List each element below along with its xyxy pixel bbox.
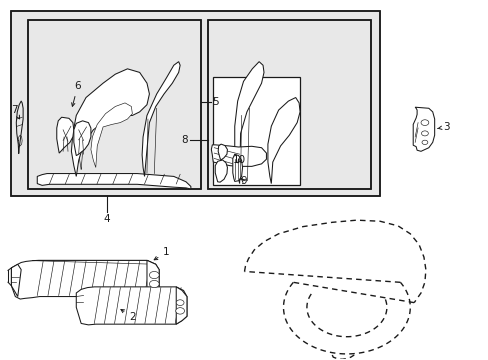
Polygon shape	[147, 260, 159, 297]
Polygon shape	[232, 154, 242, 181]
Polygon shape	[11, 260, 159, 299]
Polygon shape	[11, 264, 21, 297]
Polygon shape	[234, 62, 264, 184]
Polygon shape	[218, 144, 227, 160]
Bar	[207, 21, 370, 189]
Text: 6: 6	[71, 81, 81, 106]
Polygon shape	[91, 103, 132, 167]
Polygon shape	[76, 287, 186, 325]
Bar	[207, 21, 370, 189]
Text: 4: 4	[103, 214, 110, 224]
Circle shape	[176, 300, 183, 306]
Polygon shape	[71, 69, 149, 176]
Polygon shape	[74, 121, 91, 156]
Circle shape	[175, 308, 184, 314]
Bar	[27, 21, 200, 189]
Polygon shape	[176, 287, 186, 324]
Text: 1: 1	[154, 247, 169, 260]
Polygon shape	[412, 107, 434, 151]
Circle shape	[149, 280, 159, 288]
Polygon shape	[211, 145, 266, 166]
Text: 7: 7	[11, 105, 20, 119]
Text: 5: 5	[212, 97, 219, 107]
Polygon shape	[142, 62, 180, 176]
Text: 3: 3	[437, 122, 449, 132]
Polygon shape	[215, 160, 227, 182]
Circle shape	[149, 271, 159, 279]
Polygon shape	[267, 98, 300, 184]
Text: 8: 8	[181, 135, 187, 145]
Text: 10: 10	[233, 155, 245, 165]
Polygon shape	[37, 174, 190, 189]
Polygon shape	[57, 117, 74, 153]
Text: 9: 9	[240, 176, 246, 186]
Circle shape	[421, 140, 427, 144]
Circle shape	[420, 120, 428, 126]
Bar	[11, 12, 379, 196]
Bar	[27, 21, 200, 189]
Text: 2: 2	[121, 310, 135, 322]
Bar	[212, 77, 299, 185]
Circle shape	[421, 131, 427, 136]
Bar	[11, 12, 379, 196]
